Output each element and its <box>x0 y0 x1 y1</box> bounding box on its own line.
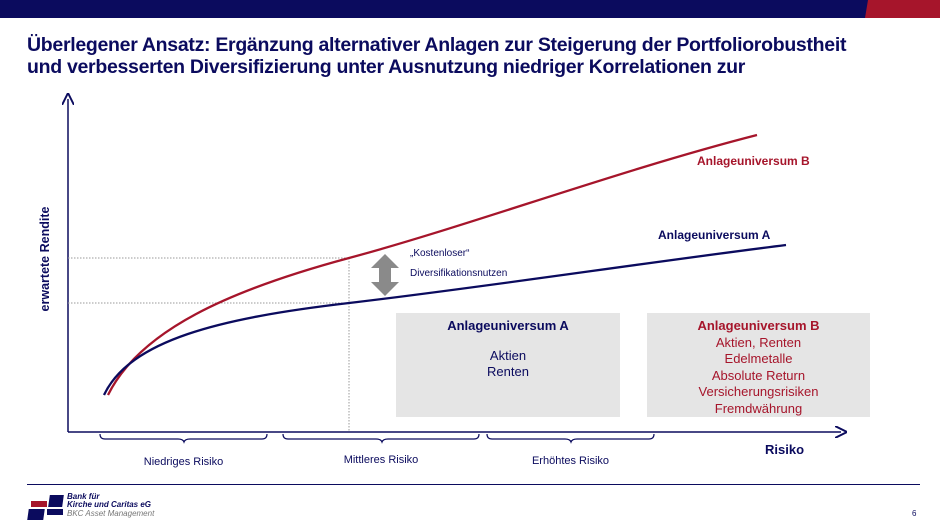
title-line-1: Überlegener Ansatz: Ergänzung alternativ… <box>27 34 847 56</box>
box-a-item: Aktien <box>489 347 527 363</box>
logo-text: Bank für <box>67 492 100 501</box>
annotation-line-2: Diversifikationsnutzen <box>410 268 508 279</box>
annotation-line-1: „Kostenloser“ <box>410 248 470 259</box>
brace-mid <box>282 433 480 444</box>
box-b-item: Absolute Return <box>711 367 806 383</box>
box-b-title: Anlageuniversum B <box>697 318 820 333</box>
header-accent <box>865 0 940 18</box>
bank-logo: Bank für Kirche und Caritas eG BKC Asset… <box>27 493 167 523</box>
header-bar <box>0 0 940 18</box>
risk-braces <box>99 433 655 444</box>
logo-text: BKC Asset Management <box>67 509 155 518</box>
curve-a <box>102 243 787 396</box>
brace-low <box>99 433 268 444</box>
risk-label-high: Erhöhtes Risiko <box>531 455 610 467</box>
logo-text: Kirche und Caritas eG <box>67 500 152 509</box>
page-number: 6 <box>912 509 917 518</box>
box-a-item: Renten <box>487 364 529 379</box>
brace-high <box>486 433 655 444</box>
box-b-item: Aktien, Renten <box>715 334 802 350</box>
curve-b-label: Anlageuniversum B <box>697 154 810 168</box>
x-axis-label: Risiko <box>765 442 805 457</box>
box-b-item: Fremdwährung <box>714 400 803 416</box>
box-universe-a: Anlageuniversum A Aktien Renten <box>396 313 620 417</box>
title-line-2: und verbesserten Diversifizierung unter … <box>27 56 746 78</box>
box-b-item: Edelmetalle <box>724 351 793 366</box>
page-title: Überlegener Ansatz: Ergänzung alternativ… <box>27 34 846 78</box>
box-b-item: Versicherungsrisiken <box>698 384 819 399</box>
risk-label-mid: Mittleres Risiko <box>343 454 419 466</box>
curve-a-label: Anlageuniversum A <box>658 228 771 242</box>
curve-b <box>106 133 758 396</box>
box-universe-b: Anlageuniversum B Aktien, Renten Edelmet… <box>647 313 870 417</box>
footer-divider <box>27 484 920 485</box>
risk-label-low: Niedriges Risiko <box>143 456 224 468</box>
box-a-title: Anlageuniversum A <box>447 318 569 333</box>
y-axis-label: erwartete Rendite <box>38 206 52 312</box>
double-arrow-icon <box>371 254 399 296</box>
